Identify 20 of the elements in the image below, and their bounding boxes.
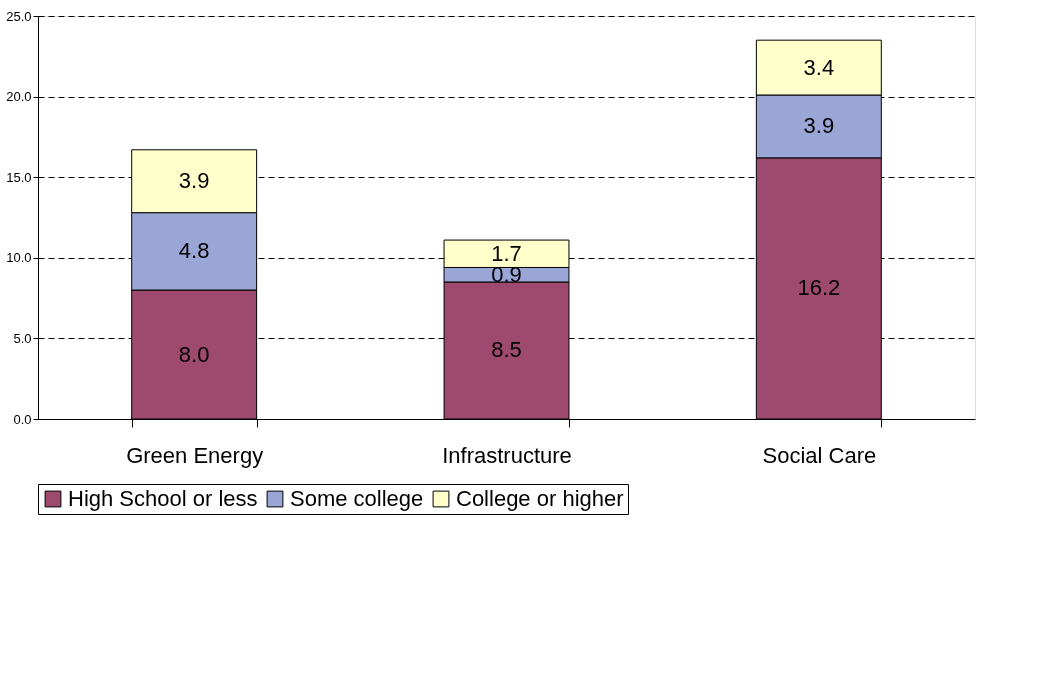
x-tick-label: Green Energy xyxy=(126,442,264,468)
legend-label: Some college xyxy=(290,486,424,511)
x-tick-label: Infrastructure xyxy=(442,442,572,468)
y-tick-label: 5.0 xyxy=(13,330,32,346)
y-tick-label: 20.0 xyxy=(6,89,32,105)
y-tick-label: 15.0 xyxy=(6,169,32,185)
legend-label: College or higher xyxy=(456,486,624,511)
data-label: 4.8 xyxy=(178,238,210,264)
legend-label: High School or less xyxy=(68,486,258,511)
data-label: 8.5 xyxy=(491,337,522,363)
y-tick-label: 10.0 xyxy=(6,250,32,266)
x-tick-label: Social Care xyxy=(762,442,877,468)
data-label: 3.9 xyxy=(178,168,210,194)
data-label: 8.0 xyxy=(178,341,210,367)
data-label: 3.9 xyxy=(803,113,835,139)
data-label: 1.7 xyxy=(491,240,522,266)
y-tick-label: 0.0 xyxy=(13,411,32,427)
data-label: 16.2 xyxy=(797,275,841,301)
data-label: 3.4 xyxy=(803,54,835,80)
y-tick-label: 25.0 xyxy=(6,8,32,24)
